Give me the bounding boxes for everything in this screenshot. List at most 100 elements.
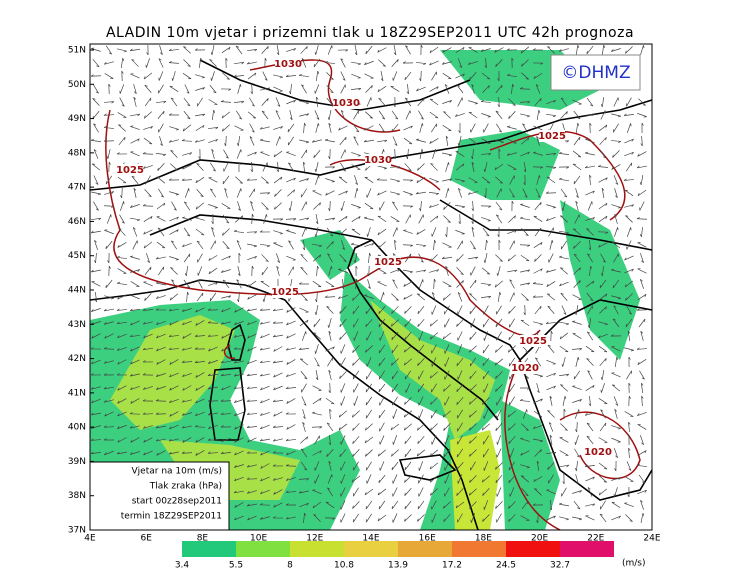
- wind-arrow: [183, 110, 191, 120]
- wind-arrow: [586, 292, 594, 302]
- colorbar-swatch: [506, 541, 560, 557]
- wind-arrow: [520, 151, 530, 157]
- wind-arrow: [534, 449, 542, 457]
- wind-arrow: [613, 448, 619, 458]
- wind-arrow: [613, 253, 619, 263]
- wind-arrow: [196, 189, 204, 198]
- wind-arrow: [546, 515, 556, 521]
- wind-arrow: [497, 70, 500, 82]
- wind-arrow: [547, 305, 555, 314]
- wind-arrow: [208, 346, 218, 352]
- wind-arrow: [546, 216, 556, 222]
- wind-arrow: [532, 62, 544, 65]
- wind-arrow: [534, 227, 542, 237]
- wind-arrow: [613, 97, 619, 107]
- wind-arrow: [573, 500, 581, 510]
- wind-arrow: [260, 151, 270, 157]
- wind-arrow: [403, 229, 413, 234]
- wind-arrow: [534, 201, 542, 211]
- wind-arrow: [415, 191, 426, 195]
- wind-arrow: [456, 488, 464, 496]
- wind-arrow: [418, 396, 424, 406]
- wind-arrow: [481, 217, 491, 222]
- wind-arrow: [406, 83, 409, 95]
- wind-arrow: [234, 424, 244, 430]
- wind-arrow: [418, 370, 424, 380]
- wind-arrow: [156, 241, 166, 249]
- wind-arrow: [91, 47, 101, 52]
- wind-arrow: [246, 425, 258, 428]
- wind-arrow: [624, 138, 634, 144]
- wind-arrow: [143, 216, 153, 222]
- wind-arrow: [442, 73, 452, 80]
- wind-arrow: [442, 152, 452, 157]
- wind-arrow: [353, 253, 358, 264]
- colorbar-label: 17.2: [442, 561, 462, 571]
- wind-arrow: [339, 136, 347, 146]
- wind-arrow: [628, 395, 631, 407]
- wind-arrow: [312, 385, 322, 391]
- wind-arrow: [353, 487, 359, 497]
- wind-arrow: [470, 240, 476, 250]
- wind-arrow: [222, 240, 230, 250]
- wind-arrow: [546, 372, 556, 378]
- wind-arrow: [430, 254, 438, 262]
- wind-arrow: [90, 412, 101, 416]
- wind-arrow: [311, 426, 323, 429]
- wind-arrow: [546, 204, 556, 209]
- wind-arrow: [156, 216, 166, 222]
- wind-arrow: [572, 294, 582, 300]
- wind-arrow: [548, 227, 554, 237]
- wind-arrow: [639, 226, 643, 238]
- wind-arrow: [640, 382, 644, 394]
- wind-arrow: [572, 399, 582, 403]
- wind-arrow: [496, 448, 502, 458]
- wind-arrow: [298, 282, 310, 285]
- wind-arrow: [584, 151, 595, 156]
- wind-arrow: [103, 139, 115, 142]
- wind-arrow: [628, 421, 631, 433]
- wind-arrow: [613, 487, 618, 497]
- wind-arrow: [90, 269, 101, 273]
- wind-arrow: [533, 373, 543, 378]
- lat-label: 51N: [68, 46, 86, 56]
- wind-arrow: [286, 373, 296, 377]
- lat-label: 40N: [68, 423, 86, 433]
- wind-arrow: [246, 412, 258, 415]
- wind-arrow: [599, 475, 607, 483]
- wind-arrow: [117, 112, 127, 118]
- wind-arrow: [611, 346, 621, 352]
- wind-arrow: [468, 137, 478, 145]
- wind-arrow: [328, 148, 331, 160]
- wind-arrow: [586, 228, 594, 236]
- wind-arrow: [549, 499, 553, 511]
- legend-line: Tlak zraka (hPa): [149, 482, 222, 492]
- wind-arrow: [586, 422, 594, 432]
- wind-arrow: [509, 292, 515, 302]
- wind-arrow: [584, 412, 595, 416]
- wind-arrow: [639, 435, 645, 445]
- wind-arrow: [627, 330, 631, 341]
- wind-arrow: [118, 124, 126, 132]
- wind-arrow: [377, 514, 387, 522]
- wind-arrow: [442, 100, 452, 104]
- wind-arrow: [624, 347, 634, 352]
- wind-arrow: [354, 188, 359, 198]
- colorbar-label: 24.5: [496, 561, 516, 571]
- wind-arrow: [315, 291, 318, 303]
- wind-arrow: [587, 370, 593, 380]
- wind-arrow: [340, 344, 346, 354]
- wind-arrow: [392, 474, 398, 484]
- wind-arrow: [207, 451, 219, 454]
- wind-arrow: [93, 123, 99, 133]
- wind-arrow: [260, 280, 270, 287]
- wind-arrow: [208, 267, 218, 275]
- wind-arrow: [129, 373, 140, 377]
- wind-arrow: [207, 399, 219, 402]
- wind-arrow: [441, 61, 452, 65]
- wind-arrow: [328, 200, 331, 212]
- wind-arrow: [94, 292, 98, 303]
- wind-arrow: [636, 165, 647, 169]
- wind-arrow: [222, 175, 230, 185]
- wind-arrow: [315, 175, 320, 185]
